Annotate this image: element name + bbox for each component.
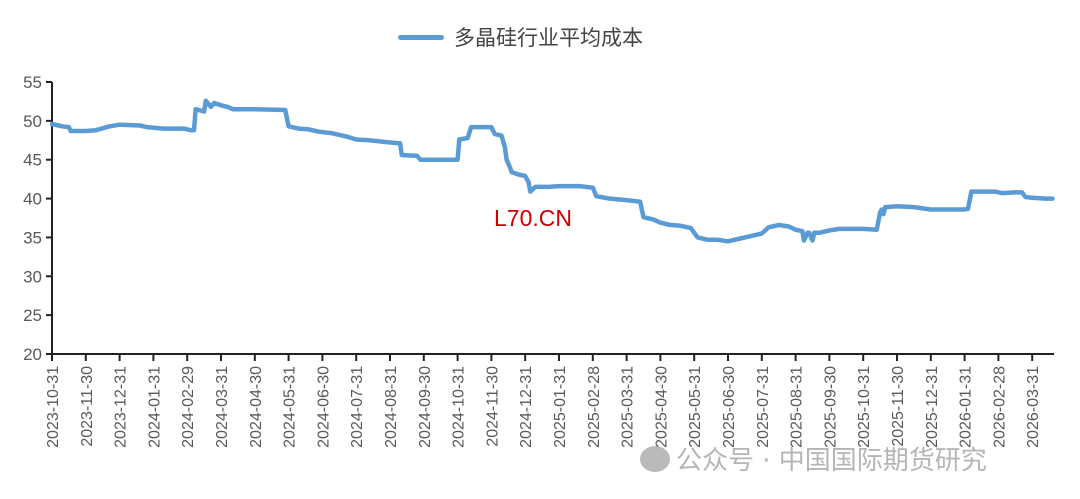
y-tick-label: 50 [23, 112, 42, 131]
x-tick-label: 2024-04-30 [248, 366, 265, 448]
x-tick-label: 2024-07-31 [349, 366, 366, 448]
legend-label: 多晶硅行业平均成本 [454, 26, 643, 50]
x-tick-label: 2024-09-30 [417, 366, 434, 448]
y-tick-label: 20 [23, 345, 42, 364]
x-tick-label: 2024-01-31 [146, 366, 163, 448]
legend: 多晶硅行业平均成本 [398, 22, 643, 52]
y-tick-label: 45 [23, 151, 42, 170]
x-tick-label: 2026-02-28 [991, 366, 1008, 448]
y-tick-label: 30 [23, 267, 42, 286]
x-tick-label: 2024-03-31 [214, 366, 231, 448]
x-tick-label: 2025-10-31 [856, 366, 873, 448]
x-tick-label: 2024-08-31 [383, 366, 400, 448]
wechat-icon [640, 445, 670, 472]
x-tick-label: 2024-02-29 [180, 366, 197, 448]
watermark-text: 公众号 · 中国国际期货研究 [676, 446, 987, 476]
x-tick-label: 2025-12-31 [924, 366, 941, 448]
x-tick-label: 2024-06-30 [315, 366, 332, 448]
x-tick-label: 2025-03-31 [620, 366, 637, 448]
x-tick-label: 2024-12-31 [518, 366, 535, 448]
x-tick-label: 2025-05-31 [687, 366, 704, 448]
y-tick-label: 25 [23, 306, 42, 325]
x-tick-label: 2025-04-30 [653, 366, 670, 448]
x-tick-label: 2025-11-30 [890, 366, 907, 447]
x-axis: 2023-10-31 2023-11-30 2023-12-31 2024-01-31… [45, 353, 1054, 448]
y-tick-label: 35 [23, 228, 42, 247]
legend-swatch [398, 34, 444, 40]
watermark: 公众号 · 中国国际期货研究 [640, 440, 987, 477]
x-tick-label: 2023-12-31 [113, 366, 130, 448]
x-tick-label: 2025-08-31 [789, 366, 806, 448]
y-tick-label: 40 [23, 190, 42, 209]
x-tick-label: 2025-09-30 [822, 366, 839, 448]
x-tick-label: 2026-03-31 [1025, 366, 1042, 448]
x-tick-label: 2024-11-30 [484, 366, 501, 447]
y-tick-label: 55 [23, 73, 42, 92]
x-tick-label: 2024-05-31 [282, 366, 299, 448]
series-line-polysilicon-cost [49, 98, 1055, 244]
y-axis: 20 25 30 35 40 45 50 55 [23, 73, 53, 364]
ticker-annotation: L70.CN [494, 205, 572, 231]
x-tick-label: 2026-01-31 [958, 366, 975, 448]
x-tick-label: 2024-10-31 [451, 366, 468, 448]
x-tick-label: 2025-06-30 [721, 366, 738, 448]
x-tick-label: 2023-11-30 [79, 366, 96, 447]
x-tick-label: 2023-10-31 [45, 366, 62, 448]
x-tick-label: 2025-01-31 [552, 366, 569, 448]
x-tick-label: 2025-02-28 [586, 366, 603, 448]
x-tick-label: 2025-07-31 [755, 366, 772, 448]
